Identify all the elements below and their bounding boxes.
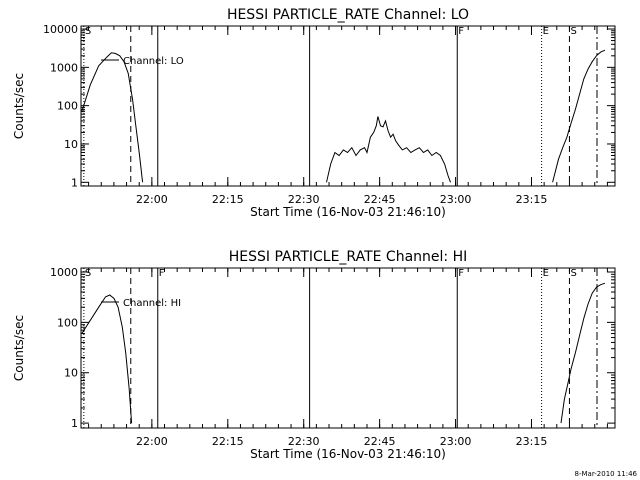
plot-frame — [80, 25, 616, 187]
x-axis-label: Start Time (16-Nov-03 21:46:10) — [250, 205, 446, 219]
x-tick-label: 22:30 — [288, 435, 320, 448]
chart-title: HESSI PARTICLE_RATE Channel: LO — [227, 7, 469, 23]
y-tick-label: 1000 — [50, 61, 78, 74]
footer-timestamp: 8-Mar-2010 11:46 — [575, 470, 638, 478]
y-tick-label: 1 — [71, 176, 78, 189]
event-marker-label: E — [543, 268, 549, 279]
series-line — [560, 282, 606, 424]
series-line — [81, 52, 144, 183]
series-line — [81, 294, 133, 424]
event-marker-label: S — [85, 268, 91, 279]
x-tick-label: 22:45 — [364, 435, 396, 448]
y-tick-label: 1000 — [50, 266, 78, 279]
event-marker-label: E — [543, 26, 549, 37]
x-tick-label: 23:00 — [440, 193, 472, 206]
y-tick-label: 10000 — [43, 23, 78, 36]
x-tick-label: 23:15 — [516, 435, 548, 448]
event-marker-label: S — [570, 26, 576, 37]
legend-label: Channel: HI — [123, 298, 181, 309]
y-tick-label: 10 — [64, 367, 78, 380]
x-tick-label: 22:15 — [212, 435, 244, 448]
y-tick-label: 1 — [71, 417, 78, 430]
x-tick-label: 22:00 — [136, 435, 168, 448]
series-line — [326, 116, 451, 183]
x-tick-label: 22:15 — [212, 193, 244, 206]
x-tick-label: 23:15 — [516, 193, 548, 206]
event-marker-label: S — [570, 268, 576, 279]
y-axis-label: Counts/sec — [12, 315, 26, 381]
y-axis-label: Counts/sec — [12, 73, 26, 139]
x-tick-label: 22:00 — [136, 193, 168, 206]
legend-label: Channel: LO — [123, 56, 184, 67]
chart-title: HESSI PARTICLE_RATE Channel: HI — [229, 249, 467, 265]
plot-frame — [80, 267, 616, 429]
x-tick-label: 22:45 — [364, 193, 396, 206]
event-marker-label: F — [159, 268, 165, 279]
x-tick-label: 23:00 — [440, 435, 472, 448]
y-tick-label: 10 — [64, 138, 78, 151]
y-tick-label: 100 — [57, 100, 78, 113]
y-tick-label: 100 — [57, 316, 78, 329]
event-marker-label: F — [458, 26, 464, 37]
x-axis-label: Start Time (16-Nov-03 21:46:10) — [250, 447, 446, 461]
x-tick-label: 22:30 — [288, 193, 320, 206]
series-line — [552, 49, 606, 183]
event-marker-label: S — [85, 26, 91, 37]
event-marker-label: F — [458, 268, 464, 279]
